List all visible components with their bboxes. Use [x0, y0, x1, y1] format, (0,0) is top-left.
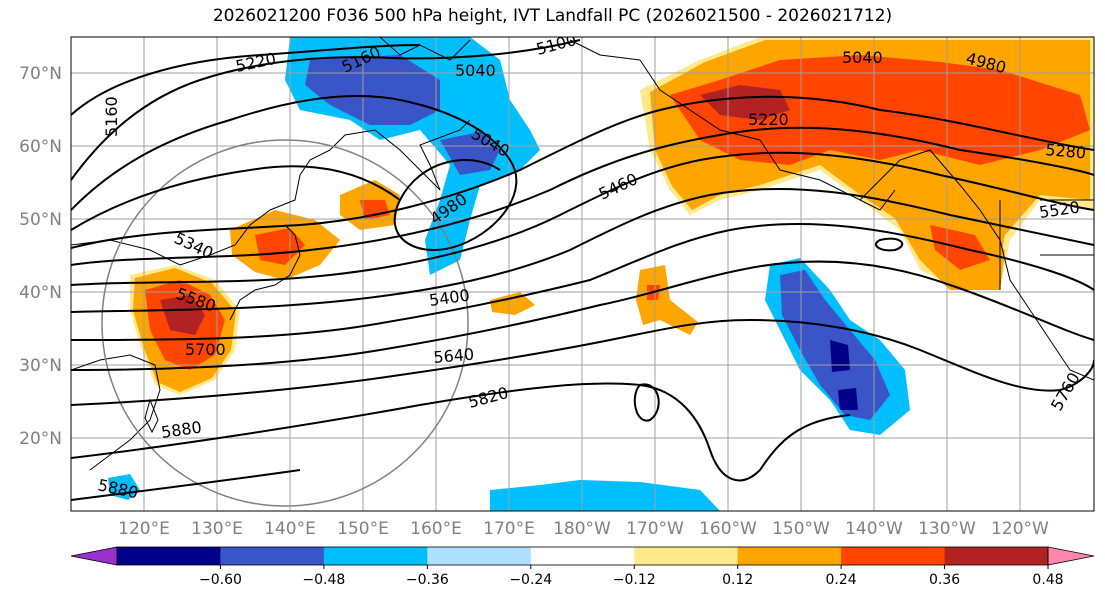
colorbar-segment: [427, 547, 532, 565]
contour-label: 5640: [433, 345, 475, 367]
negative-ivt-region-pacific-navy: [830, 340, 850, 372]
colorbar-tick-label: −0.12: [613, 572, 656, 588]
colorbar-tick-label: 0.12: [722, 572, 753, 588]
colorbar-segment: [634, 547, 739, 565]
graticule: [71, 37, 1094, 511]
lon-label: 160°W: [699, 519, 757, 539]
contour-label: 5160: [102, 96, 121, 137]
colorbar-segment: [944, 547, 1049, 565]
colorbar-tick-label: 0.36: [929, 572, 960, 588]
lon-label: 160°E: [410, 519, 462, 539]
lat-label: 60°N: [19, 137, 62, 157]
colorbar-tick-label: −0.36: [406, 572, 449, 588]
positive-ivt-region-kuril-red: [360, 200, 390, 220]
positive-ivt-region-alaska-darkred: [700, 85, 790, 120]
negative-ivt-region-pacific-navy2: [838, 388, 858, 410]
plot-frame: [70, 36, 1095, 512]
colorbar-segment: [737, 547, 842, 565]
colorbar-arrow-low: [70, 546, 118, 566]
region-circle: [101, 139, 469, 507]
lon-label: 120°E: [118, 519, 170, 539]
height-contours: [71, 39, 1094, 501]
lon-label: 170°W: [626, 519, 684, 539]
colorbar-tick-label: −0.60: [199, 572, 242, 588]
lon-label: 150°E: [337, 519, 389, 539]
lon-label: 140°W: [845, 519, 903, 539]
colorbar-tick-label: −0.48: [302, 572, 345, 588]
contour-label: 5040: [842, 48, 883, 67]
contour-label: 5040: [455, 61, 496, 80]
positive-ivt-region-china-darkred: [160, 295, 205, 335]
colorbar-segment: [220, 547, 325, 565]
lon-label: 130°E: [191, 519, 243, 539]
colorbar-segment: [841, 547, 946, 565]
positive-ivt-region-small: [490, 292, 535, 315]
colorbar-tick-label: −0.24: [509, 572, 552, 588]
lat-label: 30°N: [19, 356, 62, 376]
colorbar-arrow-high: [1047, 546, 1095, 566]
contour-label: 5220: [748, 110, 789, 129]
latitude-labels: 70°N 60°N 50°N 40°N 30°N 20°N: [19, 64, 62, 449]
lon-label: 180°W: [553, 519, 611, 539]
map-title: 2026021200 F036 500 hPa height, IVT Land…: [212, 6, 893, 26]
colorbar-segment: [117, 547, 221, 565]
colorbar-segment: [530, 547, 635, 565]
lon-label: 130°W: [918, 519, 976, 539]
colorbar-frame: [116, 546, 1049, 566]
lon-label: 140°E: [264, 519, 316, 539]
lon-label: 170°E: [483, 519, 535, 539]
positive-ivt-region-japan-red: [255, 228, 305, 265]
lon-label: 150°W: [772, 519, 830, 539]
longitude-labels: 120°E 130°E 140°E 150°E 160°E 170°E 180°…: [118, 519, 1049, 539]
negative-ivt-region-bering-blue2: [440, 132, 500, 175]
positive-ivt-region-hawaii-north: [636, 265, 698, 335]
negative-ivt-region-south: [490, 480, 720, 511]
colorbar-tick-label: 0.24: [826, 572, 857, 588]
colorbar: −0.60 −0.48 −0.36 −0.24 −0.12 0.12 0.24 0.36 0.4…: [70, 546, 1095, 588]
contour-label: 5700: [185, 340, 226, 359]
lat-label: 50°N: [19, 210, 62, 230]
lat-label: 40°N: [19, 283, 62, 303]
ivt-shading: [108, 37, 1094, 511]
colorbar-tick-label: 0.48: [1032, 572, 1063, 588]
lon-label: 120°W: [991, 519, 1049, 539]
colorbar-segment: [323, 547, 428, 565]
lat-label: 20°N: [19, 429, 62, 449]
lat-label: 70°N: [19, 64, 62, 84]
contour-label: 5280: [1045, 140, 1087, 162]
